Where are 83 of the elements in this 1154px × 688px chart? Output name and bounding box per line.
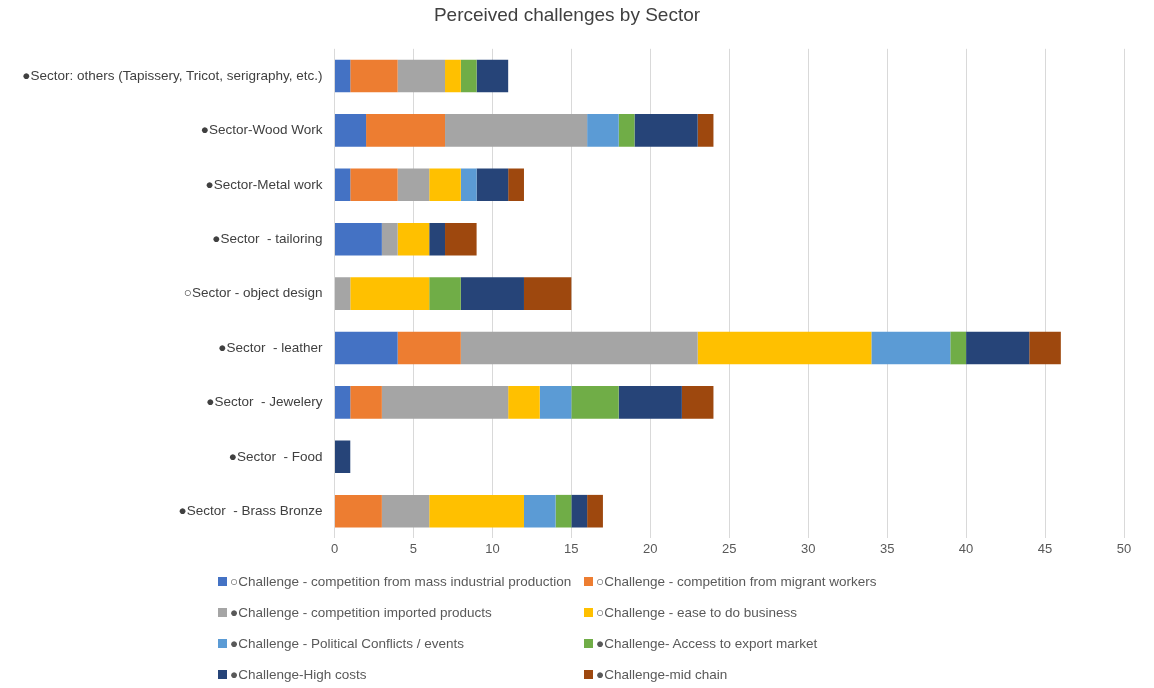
x-tick-label: 5 (409, 540, 418, 556)
bar (397, 168, 430, 202)
bar (334, 386, 351, 419)
bar (460, 277, 524, 310)
bar (429, 222, 446, 256)
bar (697, 114, 714, 147)
bar (350, 59, 398, 93)
y-tick-label: ●Sector - Brass Bronze (178, 502, 323, 518)
bar (460, 331, 698, 365)
bar (334, 114, 367, 147)
bar (460, 168, 477, 202)
bar (366, 114, 446, 147)
bar (587, 494, 603, 528)
legend-label: ●Challenge- Access to export market (596, 636, 818, 651)
bar (334, 222, 382, 256)
bar (571, 386, 619, 419)
bar (350, 386, 382, 419)
y-tick-label: ●Sector - Food (228, 448, 323, 464)
bar (334, 277, 351, 310)
y-tick-label: ●Sector: others (Tapissery, Tricot, serigraphy, etc.) (22, 67, 323, 83)
bar (445, 59, 461, 93)
bar (476, 59, 509, 93)
legend-label: ●Challenge - Political Conflicts / events (230, 636, 465, 651)
bar (429, 494, 524, 528)
y-tick-label: ●Sector-Metal work (205, 176, 323, 192)
y-tick-label: ○Sector - object design (183, 285, 323, 301)
bar (618, 114, 635, 147)
x-tick-label: 25 (722, 540, 737, 556)
bar (350, 168, 398, 202)
bar (397, 59, 446, 93)
x-tick-label: 50 (1116, 540, 1132, 556)
bar (476, 168, 509, 202)
legend-label: ●Challenge-High costs (230, 667, 367, 682)
bar (381, 222, 398, 256)
bar (334, 59, 351, 93)
bar (966, 331, 1030, 365)
y-tick-label: ●Sector - Jewelery (206, 394, 323, 410)
bar (381, 494, 430, 528)
bar (539, 386, 572, 419)
x-tick-label: 0 (330, 540, 339, 556)
bar (460, 59, 477, 93)
bar (445, 222, 477, 256)
bar (429, 168, 461, 202)
bar (334, 331, 398, 365)
bar (618, 386, 682, 419)
y-tick-label: ●Sector - leather (218, 339, 323, 355)
bar (523, 494, 556, 528)
x-tick-label: 45 (1037, 540, 1053, 556)
bar (334, 494, 382, 528)
bar (523, 277, 572, 310)
x-tick-label: 35 (879, 540, 895, 556)
bar (587, 114, 619, 147)
y-tick-label: ●Sector - tailoring (212, 230, 323, 246)
legend-label: ●Challenge - competition imported products (230, 605, 492, 620)
bar (334, 440, 351, 474)
bar (681, 386, 714, 419)
x-tick-label: 15 (564, 540, 579, 556)
x-tick-label: 40 (958, 540, 974, 556)
bar (429, 277, 461, 310)
x-tick-label: 10 (485, 540, 500, 556)
bar (950, 331, 967, 365)
bar (571, 494, 588, 528)
x-tick-label: 30 (800, 540, 816, 556)
legend-label: ○Challenge - competition from mass industrial production (230, 574, 572, 589)
bar (334, 168, 351, 202)
bar (350, 277, 430, 310)
bar (634, 114, 698, 147)
bar (508, 168, 524, 202)
bar (508, 386, 540, 419)
bar (697, 331, 872, 365)
x-tick-label: 20 (643, 540, 658, 556)
bar (1029, 331, 1061, 365)
bar (445, 114, 588, 147)
bar (397, 331, 461, 365)
legend-label: ●Challenge-mid chain (596, 667, 728, 682)
bar (397, 222, 430, 256)
chart-title: Perceived challenges by Sector (433, 3, 701, 25)
y-tick-label: ●Sector-Wood Work (200, 122, 323, 138)
legend-label: ○Challenge - ease to do business (596, 605, 798, 620)
bar (871, 331, 951, 365)
bar (381, 386, 509, 419)
legend-label: ○Challenge - competition from migrant workers (596, 574, 877, 589)
bar (555, 494, 572, 528)
